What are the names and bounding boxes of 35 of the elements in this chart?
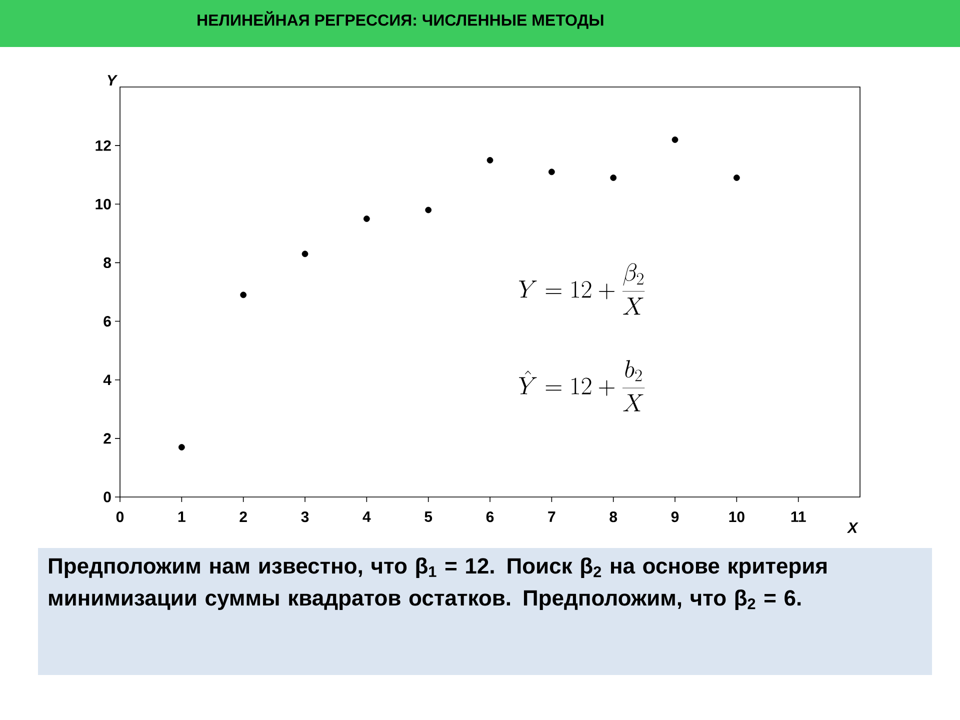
annotation: $\hat{Y} = 12 + \frac{b_2}{X}$ (519, 360, 645, 412)
x-tick-label: 2 (240, 512, 247, 522)
x-axis-title: X (846, 522, 858, 533)
x-tick-label: 4 (362, 512, 371, 522)
y-tick-label: 8 (104, 257, 111, 268)
x-tick-label: 0 (116, 512, 124, 522)
y-tick-label: 10 (96, 198, 111, 210)
x-tick-label: 9 (671, 512, 679, 522)
x-tick-label: 7 (548, 512, 556, 522)
chart-title: НЕЛИНЕЙНАЯ РЕГРЕССИЯ: ЧИСЛЕННЫЕ МЕТОДЫ (198, 11, 604, 29)
point (302, 250, 308, 258)
point (672, 136, 678, 143)
x-tick-label: 5 (424, 512, 432, 522)
point (240, 292, 247, 298)
y-tick-label: 6 (104, 316, 111, 327)
y-tick-label: 4 (103, 374, 112, 386)
x-tick-label: 10 (729, 512, 744, 522)
point (486, 157, 494, 164)
point (548, 168, 555, 176)
x-tick-label: 8 (610, 512, 618, 522)
point (425, 206, 432, 214)
x-tick-label: 11 (791, 512, 806, 522)
annotation: $Y = 12 + \frac{\beta_2}{X}$ (519, 263, 645, 315)
x-tick-label: 1 (178, 512, 186, 522)
text: Предположим нам известно, что β$_{1}$ = 12. Поиск β$_{2}$ на основе критерия минимизации суммы квадратов остатков. Предположим, что β$_{2}$ = 6. (49, 558, 827, 610)
point (733, 174, 740, 181)
point (363, 216, 370, 222)
x-tick-label: 3 (301, 512, 309, 522)
y-tick-label: 2 (104, 433, 111, 444)
point (178, 444, 185, 450)
y-tick-label: 0 (104, 492, 111, 502)
y-axis-title: Y (108, 75, 118, 86)
y-tick-label: 12 (96, 140, 111, 151)
point (610, 174, 617, 181)
x-tick-label: 6 (486, 512, 494, 522)
